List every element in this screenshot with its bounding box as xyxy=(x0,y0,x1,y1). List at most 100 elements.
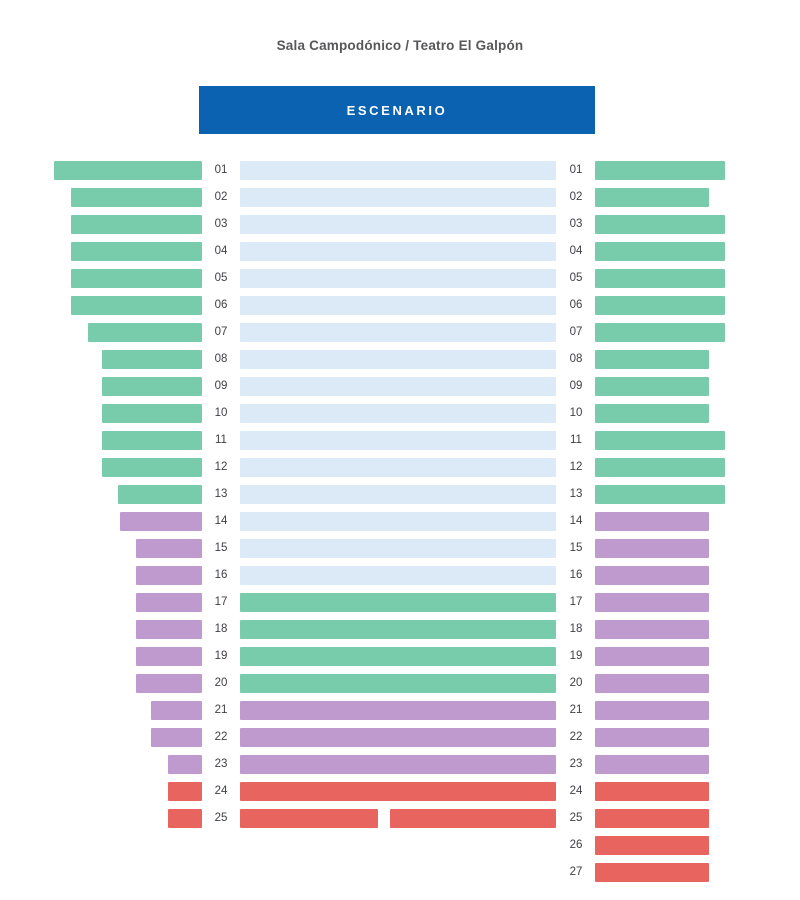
row-number-right: 15 xyxy=(569,542,583,554)
row-number-right: 08 xyxy=(569,353,583,365)
seat-block-center[interactable] xyxy=(240,728,556,747)
seat-block-left[interactable] xyxy=(168,755,202,774)
seat-row: 07 07 xyxy=(0,323,800,342)
seat-block-left[interactable] xyxy=(136,674,202,693)
seat-block-left[interactable] xyxy=(102,377,202,396)
seat-block-left[interactable] xyxy=(102,458,202,477)
seat-block-center[interactable] xyxy=(240,269,556,288)
seat-block-right[interactable] xyxy=(595,701,709,720)
row-number-left: 13 xyxy=(214,488,228,500)
seat-block-left[interactable] xyxy=(102,431,202,450)
seat-block-right[interactable] xyxy=(595,458,725,477)
row-number-left: 07 xyxy=(214,326,228,338)
seat-row: 18 18 xyxy=(0,620,800,639)
seat-block-right[interactable] xyxy=(595,755,709,774)
row-number-right: 24 xyxy=(569,785,583,797)
seat-block-left[interactable] xyxy=(168,782,202,801)
seat-row: 02 02 xyxy=(0,188,800,207)
seat-block-left[interactable] xyxy=(151,728,202,747)
seat-block-right[interactable] xyxy=(595,431,725,450)
seat-block-right[interactable] xyxy=(595,674,709,693)
seat-row: 06 06 xyxy=(0,296,800,315)
seat-block-left[interactable] xyxy=(71,188,202,207)
row-number-right: 01 xyxy=(569,164,583,176)
seat-block-right[interactable] xyxy=(595,809,709,828)
seat-block-center[interactable] xyxy=(240,242,556,261)
seat-block-right[interactable] xyxy=(595,296,725,315)
seat-block-center[interactable] xyxy=(240,539,556,558)
seat-block-left[interactable] xyxy=(168,809,202,828)
seat-block-center[interactable] xyxy=(240,323,556,342)
seat-block-right[interactable] xyxy=(595,377,709,396)
seat-block-center[interactable] xyxy=(240,296,556,315)
seat-block-right[interactable] xyxy=(595,836,709,855)
seat-block-left[interactable] xyxy=(102,350,202,369)
seat-block-right[interactable] xyxy=(595,566,709,585)
seat-block-right[interactable] xyxy=(595,404,709,423)
seat-block-center[interactable] xyxy=(240,809,378,828)
seat-block-left[interactable] xyxy=(118,485,202,504)
seat-block-center[interactable] xyxy=(240,350,556,369)
seat-block-left[interactable] xyxy=(136,593,202,612)
seat-block-center[interactable] xyxy=(240,215,556,234)
seat-block-right[interactable] xyxy=(595,539,709,558)
seat-block-center[interactable] xyxy=(390,809,556,828)
row-number-left: 12 xyxy=(214,461,228,473)
seat-block-right[interactable] xyxy=(595,782,709,801)
seat-block-left[interactable] xyxy=(120,512,202,531)
seat-block-center[interactable] xyxy=(240,431,556,450)
seat-block-left[interactable] xyxy=(54,161,202,180)
seat-block-left[interactable] xyxy=(151,701,202,720)
seat-block-center[interactable] xyxy=(240,188,556,207)
seat-block-left[interactable] xyxy=(71,215,202,234)
seat-block-right[interactable] xyxy=(595,863,709,882)
seat-block-right[interactable] xyxy=(595,593,709,612)
seat-block-right[interactable] xyxy=(595,620,709,639)
seat-block-center[interactable] xyxy=(240,782,556,801)
seat-block-center[interactable] xyxy=(240,566,556,585)
seat-block-center[interactable] xyxy=(240,755,556,774)
seat-block-left[interactable] xyxy=(136,647,202,666)
seat-block-left[interactable] xyxy=(71,296,202,315)
seat-block-center[interactable] xyxy=(240,161,556,180)
seat-block-left[interactable] xyxy=(102,404,202,423)
seat-block-right[interactable] xyxy=(595,188,709,207)
seat-block-left[interactable] xyxy=(136,539,202,558)
seat-block-right[interactable] xyxy=(595,215,725,234)
seat-block-center[interactable] xyxy=(240,620,556,639)
seat-block-left[interactable] xyxy=(88,323,202,342)
seat-block-center[interactable] xyxy=(240,404,556,423)
seat-block-center[interactable] xyxy=(240,512,556,531)
seat-row: 20 20 xyxy=(0,674,800,693)
seat-block-right[interactable] xyxy=(595,323,725,342)
seat-row: 01 01 xyxy=(0,161,800,180)
seat-block-left[interactable] xyxy=(136,620,202,639)
page-title: Sala Campodónico / Teatro El Galpón xyxy=(276,38,524,53)
seat-block-center[interactable] xyxy=(240,674,556,693)
seat-block-center[interactable] xyxy=(240,701,556,720)
seat-block-center[interactable] xyxy=(240,647,556,666)
seat-block-right[interactable] xyxy=(595,269,725,288)
seat-block-center[interactable] xyxy=(240,593,556,612)
seat-row: 09 09 xyxy=(0,377,800,396)
seat-block-right[interactable] xyxy=(595,161,725,180)
seat-block-right[interactable] xyxy=(595,647,709,666)
seat-block-right[interactable] xyxy=(595,512,709,531)
seat-block-center[interactable] xyxy=(240,377,556,396)
seat-block-right[interactable] xyxy=(595,242,725,261)
seat-block-left[interactable] xyxy=(71,269,202,288)
seat-block-right[interactable] xyxy=(595,485,725,504)
seat-block-left[interactable] xyxy=(136,566,202,585)
row-number-left: 04 xyxy=(214,245,228,257)
seat-block-left[interactable] xyxy=(71,242,202,261)
seat-block-center[interactable] xyxy=(240,485,556,504)
seat-row: 12 12 xyxy=(0,458,800,477)
seat-block-center[interactable] xyxy=(240,458,556,477)
seat-row: 19 19 xyxy=(0,647,800,666)
seat-block-right[interactable] xyxy=(595,728,709,747)
seat-row: 24 24 xyxy=(0,782,800,801)
seat-block-right[interactable] xyxy=(595,350,709,369)
seat-row: 05 05 xyxy=(0,269,800,288)
